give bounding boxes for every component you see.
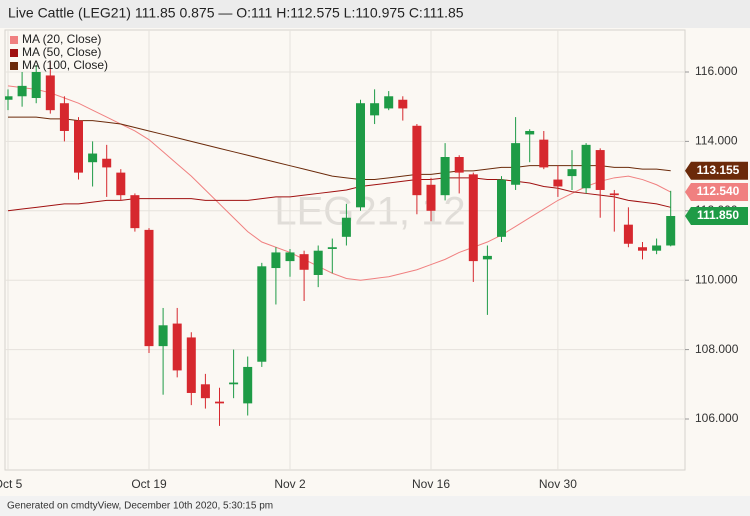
legend-label: MA (100, Close) (22, 58, 108, 72)
candle-body (652, 245, 662, 251)
chart-title: Live Cattle (LEG21) 111.85 0.875 — O:111… (8, 5, 464, 21)
candle-body (623, 224, 633, 244)
legend-label: MA (20, Close) (22, 32, 101, 46)
price-label-box (685, 183, 748, 202)
candle-body (581, 144, 591, 189)
candle-body (59, 103, 69, 131)
price-label: 113.155 (697, 163, 740, 177)
watermark: LEG21, 12 (274, 190, 465, 234)
ma-line (7, 85, 671, 281)
candle-body (468, 174, 478, 262)
candle-body (45, 75, 55, 111)
price-label: 111.850 (697, 208, 739, 222)
y-tick-label: 106.000 (695, 411, 739, 425)
title-bar (0, 0, 750, 28)
candle-body (74, 120, 83, 173)
candle-body (17, 85, 27, 97)
candle-body (31, 71, 41, 99)
candle-body (229, 382, 239, 385)
footer: Generated on cmdtyView, December 10th 20… (7, 501, 273, 512)
candle-body (454, 157, 464, 173)
candle-body (440, 157, 450, 196)
candle-body (426, 184, 436, 211)
legend-swatch (10, 49, 18, 57)
candle-body (482, 255, 492, 260)
candle-body (539, 139, 549, 168)
x-tick-label: Oct 5 (0, 477, 23, 491)
candle-body (384, 96, 394, 109)
candle-body (243, 366, 253, 404)
candle-body (595, 150, 605, 190)
candle-body (88, 153, 98, 163)
y-tick-label: 110.000 (695, 272, 738, 286)
candle-body (511, 143, 521, 185)
y-tick-label: 116.000 (695, 64, 738, 78)
candle-body (200, 384, 210, 399)
candle-body (666, 215, 676, 246)
candle-body (638, 247, 647, 251)
candle-body (609, 193, 619, 196)
x-tick-label: Nov 16 (412, 477, 450, 491)
legend-swatch (10, 62, 18, 70)
candle-body (398, 99, 408, 109)
candle-body (327, 247, 337, 249)
y-tick-label: 114.000 (695, 134, 738, 148)
candle-body (130, 195, 140, 229)
x-tick-label: Oct 19 (131, 477, 167, 491)
ma-line (7, 177, 671, 212)
candle-body (285, 252, 295, 262)
plot-frame (4, 29, 686, 471)
candle-body (271, 252, 281, 269)
candle-body (356, 103, 365, 208)
footer-bar (0, 496, 750, 516)
candle-body (313, 250, 323, 275)
legend-label: MA (50, Close) (22, 45, 101, 59)
candle-body (497, 179, 506, 237)
candle-body (158, 325, 168, 347)
candle-body (370, 103, 380, 116)
candle-body (5, 96, 13, 100)
candle-body (186, 337, 196, 393)
candle-body (567, 169, 577, 177)
legend-swatch (10, 36, 18, 44)
candle-body (553, 179, 563, 187)
ma-line (8, 116, 671, 181)
candle-body (525, 130, 535, 135)
candle-body (215, 401, 224, 404)
candle-body (341, 217, 351, 237)
y-tick-label: 108.000 (695, 342, 739, 356)
candle-body (102, 158, 112, 168)
price-label-box (685, 161, 748, 180)
candle-body (116, 172, 126, 196)
x-tick-label: Nov 30 (539, 477, 577, 491)
candle-body (172, 323, 182, 371)
x-tick-label: Nov 2 (274, 477, 306, 491)
price-label-box (685, 206, 748, 225)
price-label: 112.540 (697, 184, 740, 198)
candle-body (144, 229, 154, 347)
candle-body (412, 125, 422, 196)
candle-body (257, 266, 267, 362)
candle-body (299, 254, 309, 270)
